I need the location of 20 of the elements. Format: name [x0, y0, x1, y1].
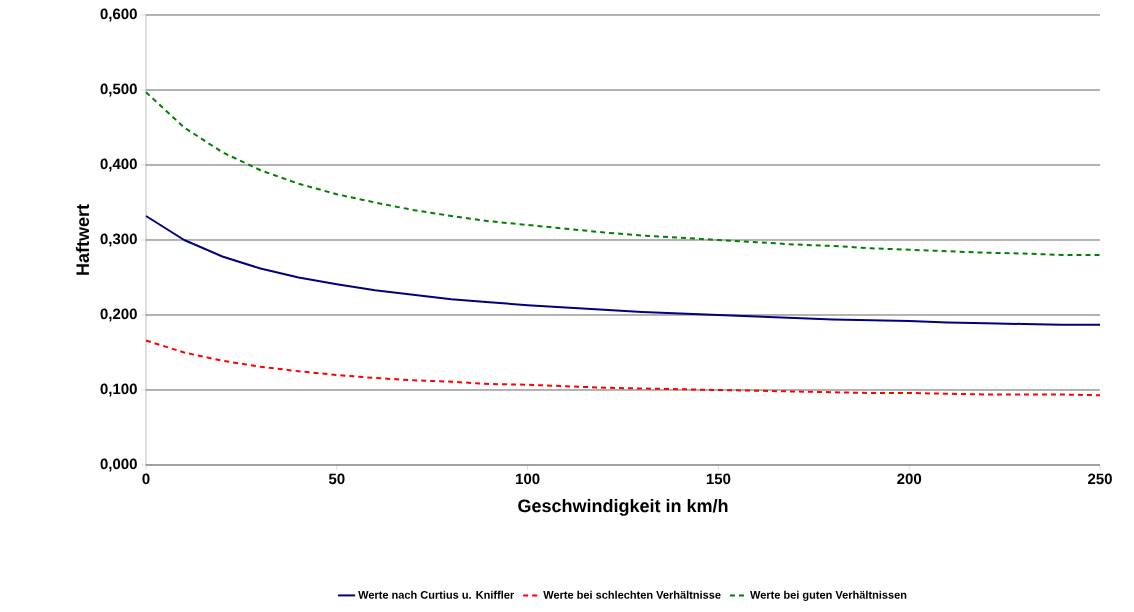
x-axis-title: Geschwindigkeit in km/h: [518, 499, 728, 516]
x-tick-label: 200: [897, 473, 922, 485]
y-tick-label: 0,100: [100, 383, 137, 397]
line-series: [145, 91, 1101, 256]
y-axis-title: Haftwert: [75, 204, 90, 275]
x-tick-label: 150: [706, 473, 731, 485]
legend-label: Werte bei guten Verhältnissen: [750, 590, 907, 601]
y-tick-label: 0,300: [100, 233, 137, 247]
line-series: [145, 214, 1101, 326]
legend-label: Werte nach Curtius u. Kniffler: [358, 590, 515, 599]
y-tick-label: 0,200: [100, 308, 137, 322]
legend-label: Werte bei schlechten Verhältnisse: [543, 590, 721, 599]
x-tick-label: 100: [516, 473, 540, 485]
x-tick-label: 50: [328, 473, 345, 485]
y-tick-label: 0,400: [100, 158, 137, 172]
y-tick-label: 0,500: [100, 83, 137, 97]
x-tick-label: 250: [1088, 473, 1112, 485]
x-tick-label: 0: [142, 473, 150, 485]
y-tick-label: 0,600: [100, 8, 137, 22]
y-tick-label: 0,000: [100, 458, 137, 472]
